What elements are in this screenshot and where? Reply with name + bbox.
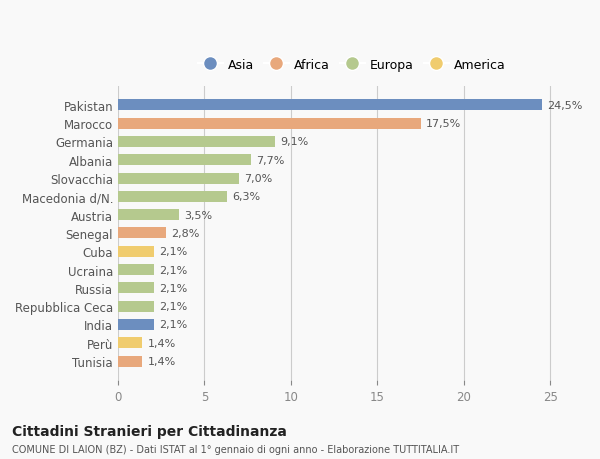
Text: 2,1%: 2,1% xyxy=(160,283,188,293)
Text: 1,4%: 1,4% xyxy=(148,356,176,366)
Text: Cittadini Stranieri per Cittadinanza: Cittadini Stranieri per Cittadinanza xyxy=(12,425,287,438)
Text: 24,5%: 24,5% xyxy=(547,101,583,111)
Text: COMUNE DI LAION (BZ) - Dati ISTAT al 1° gennaio di ogni anno - Elaborazione TUTT: COMUNE DI LAION (BZ) - Dati ISTAT al 1° … xyxy=(12,444,459,454)
Bar xyxy=(118,319,154,330)
Text: 2,1%: 2,1% xyxy=(160,320,188,330)
Text: 9,1%: 9,1% xyxy=(281,137,309,147)
Text: 3,5%: 3,5% xyxy=(184,210,212,220)
Bar xyxy=(118,155,251,166)
Bar xyxy=(118,301,154,312)
Text: 7,0%: 7,0% xyxy=(244,174,272,184)
Bar xyxy=(118,264,154,275)
Bar xyxy=(118,356,142,367)
Bar xyxy=(118,246,154,257)
Text: 2,1%: 2,1% xyxy=(160,246,188,257)
Bar xyxy=(118,118,421,129)
Text: 2,8%: 2,8% xyxy=(172,229,200,238)
Bar xyxy=(118,228,166,239)
Bar xyxy=(118,137,275,148)
Bar xyxy=(118,191,227,202)
Text: 2,1%: 2,1% xyxy=(160,302,188,312)
Bar xyxy=(118,173,239,184)
Bar xyxy=(118,100,542,111)
Text: 7,7%: 7,7% xyxy=(256,156,285,165)
Bar xyxy=(118,337,142,348)
Bar xyxy=(118,283,154,294)
Legend: Asia, Africa, Europa, America: Asia, Africa, Europa, America xyxy=(194,55,509,75)
Text: 1,4%: 1,4% xyxy=(148,338,176,348)
Text: 17,5%: 17,5% xyxy=(426,119,461,129)
Text: 6,3%: 6,3% xyxy=(232,192,260,202)
Text: 2,1%: 2,1% xyxy=(160,265,188,275)
Bar xyxy=(118,210,179,221)
